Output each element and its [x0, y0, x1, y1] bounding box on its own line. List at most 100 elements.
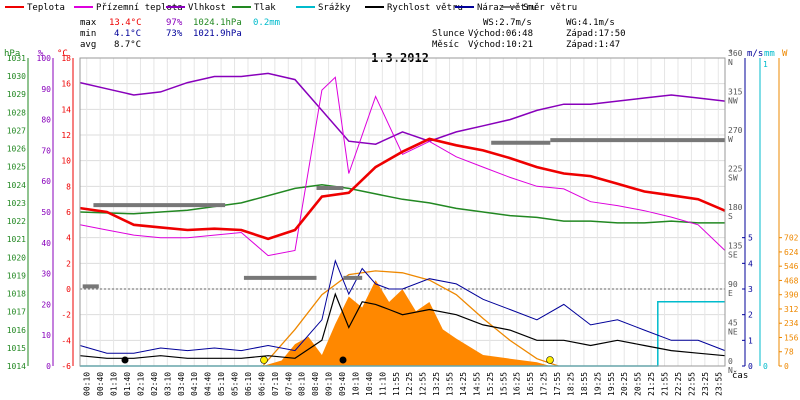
hpa-tick-label: 1016	[7, 326, 26, 335]
celsius-tick-label: 4	[66, 234, 71, 243]
legend-label-prizemni: Přízemní teplota	[96, 3, 183, 13]
rain-tick-label: 1	[763, 60, 768, 69]
hpa-tick-label: 1014	[7, 362, 26, 371]
marker-moonrise	[339, 356, 347, 364]
hpa-tick-label: 1024	[7, 181, 26, 190]
x-tick-label: 17:55	[553, 372, 562, 396]
x-tick-label: 10:10	[351, 372, 360, 396]
x-tick-label: 09:40	[338, 372, 347, 396]
x-tick-label: 23:55	[714, 372, 723, 396]
x-tick-label: 09:10	[325, 372, 334, 396]
stat-min-press: 1021.9hPa	[193, 29, 242, 39]
solar-tick-label: 546	[784, 262, 799, 271]
celsius-unit: °C	[57, 49, 68, 59]
x-tick-label: 21:55	[661, 372, 670, 396]
solar-unit: W	[782, 49, 788, 59]
x-tick-label: 23:25	[701, 372, 710, 396]
x-tick-label: 00:40	[96, 372, 105, 396]
percent-tick-label: 70	[41, 146, 51, 155]
x-tick-label: 19:55	[607, 372, 616, 396]
percent-unit: %	[38, 49, 44, 59]
legend-label-srazky: Srážky	[318, 3, 351, 13]
celsius-tick-label: 18	[61, 54, 71, 63]
celsius-tick-label: 8	[66, 182, 71, 191]
solar-tick-label: 702	[784, 234, 799, 243]
x-tick-label: 06:10	[244, 372, 253, 396]
legend-label-rychlost: Rychlost větru	[387, 3, 463, 13]
x-tick-label: 14:55	[472, 372, 481, 396]
pressure-line	[79, 184, 725, 224]
wind-tick-label: 5	[748, 234, 753, 243]
direction-compass-label: E	[728, 289, 733, 298]
x-tick-label: 15:25	[486, 372, 495, 396]
percent-tick-label: 10	[41, 331, 51, 340]
x-tick-label: 17:25	[540, 372, 549, 396]
x-tick-label: 00:10	[83, 372, 92, 396]
direction-degree-label: 270	[728, 126, 743, 135]
stat-max-hum: 97%	[166, 18, 183, 28]
wind-unit: m/s	[747, 49, 763, 59]
hpa-tick-label: 1015	[7, 344, 26, 353]
ground-temperature-line	[79, 76, 726, 257]
celsius-tick-label: 14	[61, 105, 71, 114]
x-tick-label: 02:10	[136, 372, 145, 396]
rain-unit: mm	[764, 49, 775, 59]
x-tick-label: 05:40	[231, 372, 240, 396]
info-slunce-vychod: Východ:06:48	[468, 29, 533, 39]
marker-sunset	[546, 356, 554, 364]
hpa-tick-label: 1026	[7, 145, 26, 154]
direction-compass-label: SW	[728, 174, 738, 183]
celsius-tick-label: 2	[66, 259, 71, 268]
wind-tick-label: 4	[748, 259, 753, 268]
x-axis-unit: čas	[732, 370, 748, 381]
x-tick-label: 06:40	[257, 372, 266, 396]
x-tick-label: 03:10	[163, 372, 172, 396]
stat-min-label: min	[80, 29, 96, 39]
hpa-tick-label: 1021	[7, 235, 26, 244]
legend-label-teplota: Teplota	[27, 3, 65, 13]
percent-tick-label: 50	[41, 208, 51, 217]
wind-tick-label: 0	[748, 362, 753, 371]
direction-degree-label: 225	[728, 165, 743, 174]
info-block: WS:2.7m/s WG:4.1m/s Slunce Východ:06:48 …	[432, 18, 626, 50]
marker-moonset	[121, 356, 129, 364]
celsius-tick-label: 0	[66, 285, 71, 294]
x-tick-label: 03:40	[177, 372, 186, 396]
hpa-tick-label: 1022	[7, 217, 26, 226]
direction-compass-label: NW	[728, 97, 738, 106]
x-tick-label: 19:25	[593, 372, 602, 396]
x-tick-label: 01:10	[110, 372, 119, 396]
stat-max-press: 1024.1hPa	[193, 18, 242, 28]
x-tick-label: 18:25	[566, 372, 575, 396]
x-tick-label: 16:25	[513, 372, 522, 396]
stats-block: max 13.4°C 97% 1024.1hPa 0.2mm min 4.1°C…	[80, 18, 280, 50]
hpa-tick-label: 1025	[7, 163, 26, 172]
hpa-tick-label: 1018	[7, 290, 26, 299]
stat-min-hum: 73%	[166, 29, 183, 39]
hpa-tick-label: 1027	[7, 126, 26, 135]
x-tick-label: 12:25	[405, 372, 414, 396]
wind-gust-line	[79, 259, 726, 354]
solar-tick-label: 390	[784, 291, 799, 300]
direction-compass-label: SE	[728, 251, 738, 260]
info-mesic-vychod: Východ:10:21	[468, 40, 533, 50]
hpa-tick-label: 1019	[7, 271, 26, 280]
info-wg: WG:4.1m/s	[566, 18, 615, 28]
stat-max-label: max	[80, 18, 97, 28]
wind-tick-label: 1	[748, 336, 753, 345]
percent-tick-label: 0	[46, 362, 51, 371]
info-mesic-label: Měsíc	[432, 40, 459, 50]
wind-speed-line	[79, 292, 726, 359]
x-tick-label: 16:55	[526, 372, 535, 396]
x-tick-label: 08:40	[311, 372, 320, 396]
x-tick-label: 01:40	[123, 372, 132, 396]
celsius-tick-label: -2	[61, 311, 71, 320]
x-tick-label: 11:55	[392, 372, 401, 396]
solar-tick-label: 624	[784, 248, 799, 257]
legend-label-smer: Směr větru	[523, 3, 577, 13]
percent-tick-label: 20	[41, 300, 51, 309]
x-tick-label: 13:55	[446, 372, 455, 396]
direction-degree-label: 180	[728, 203, 743, 212]
hpa-tick-label: 1029	[7, 90, 26, 99]
axes: 1014101510161017101810191020102110221023…	[7, 49, 799, 396]
